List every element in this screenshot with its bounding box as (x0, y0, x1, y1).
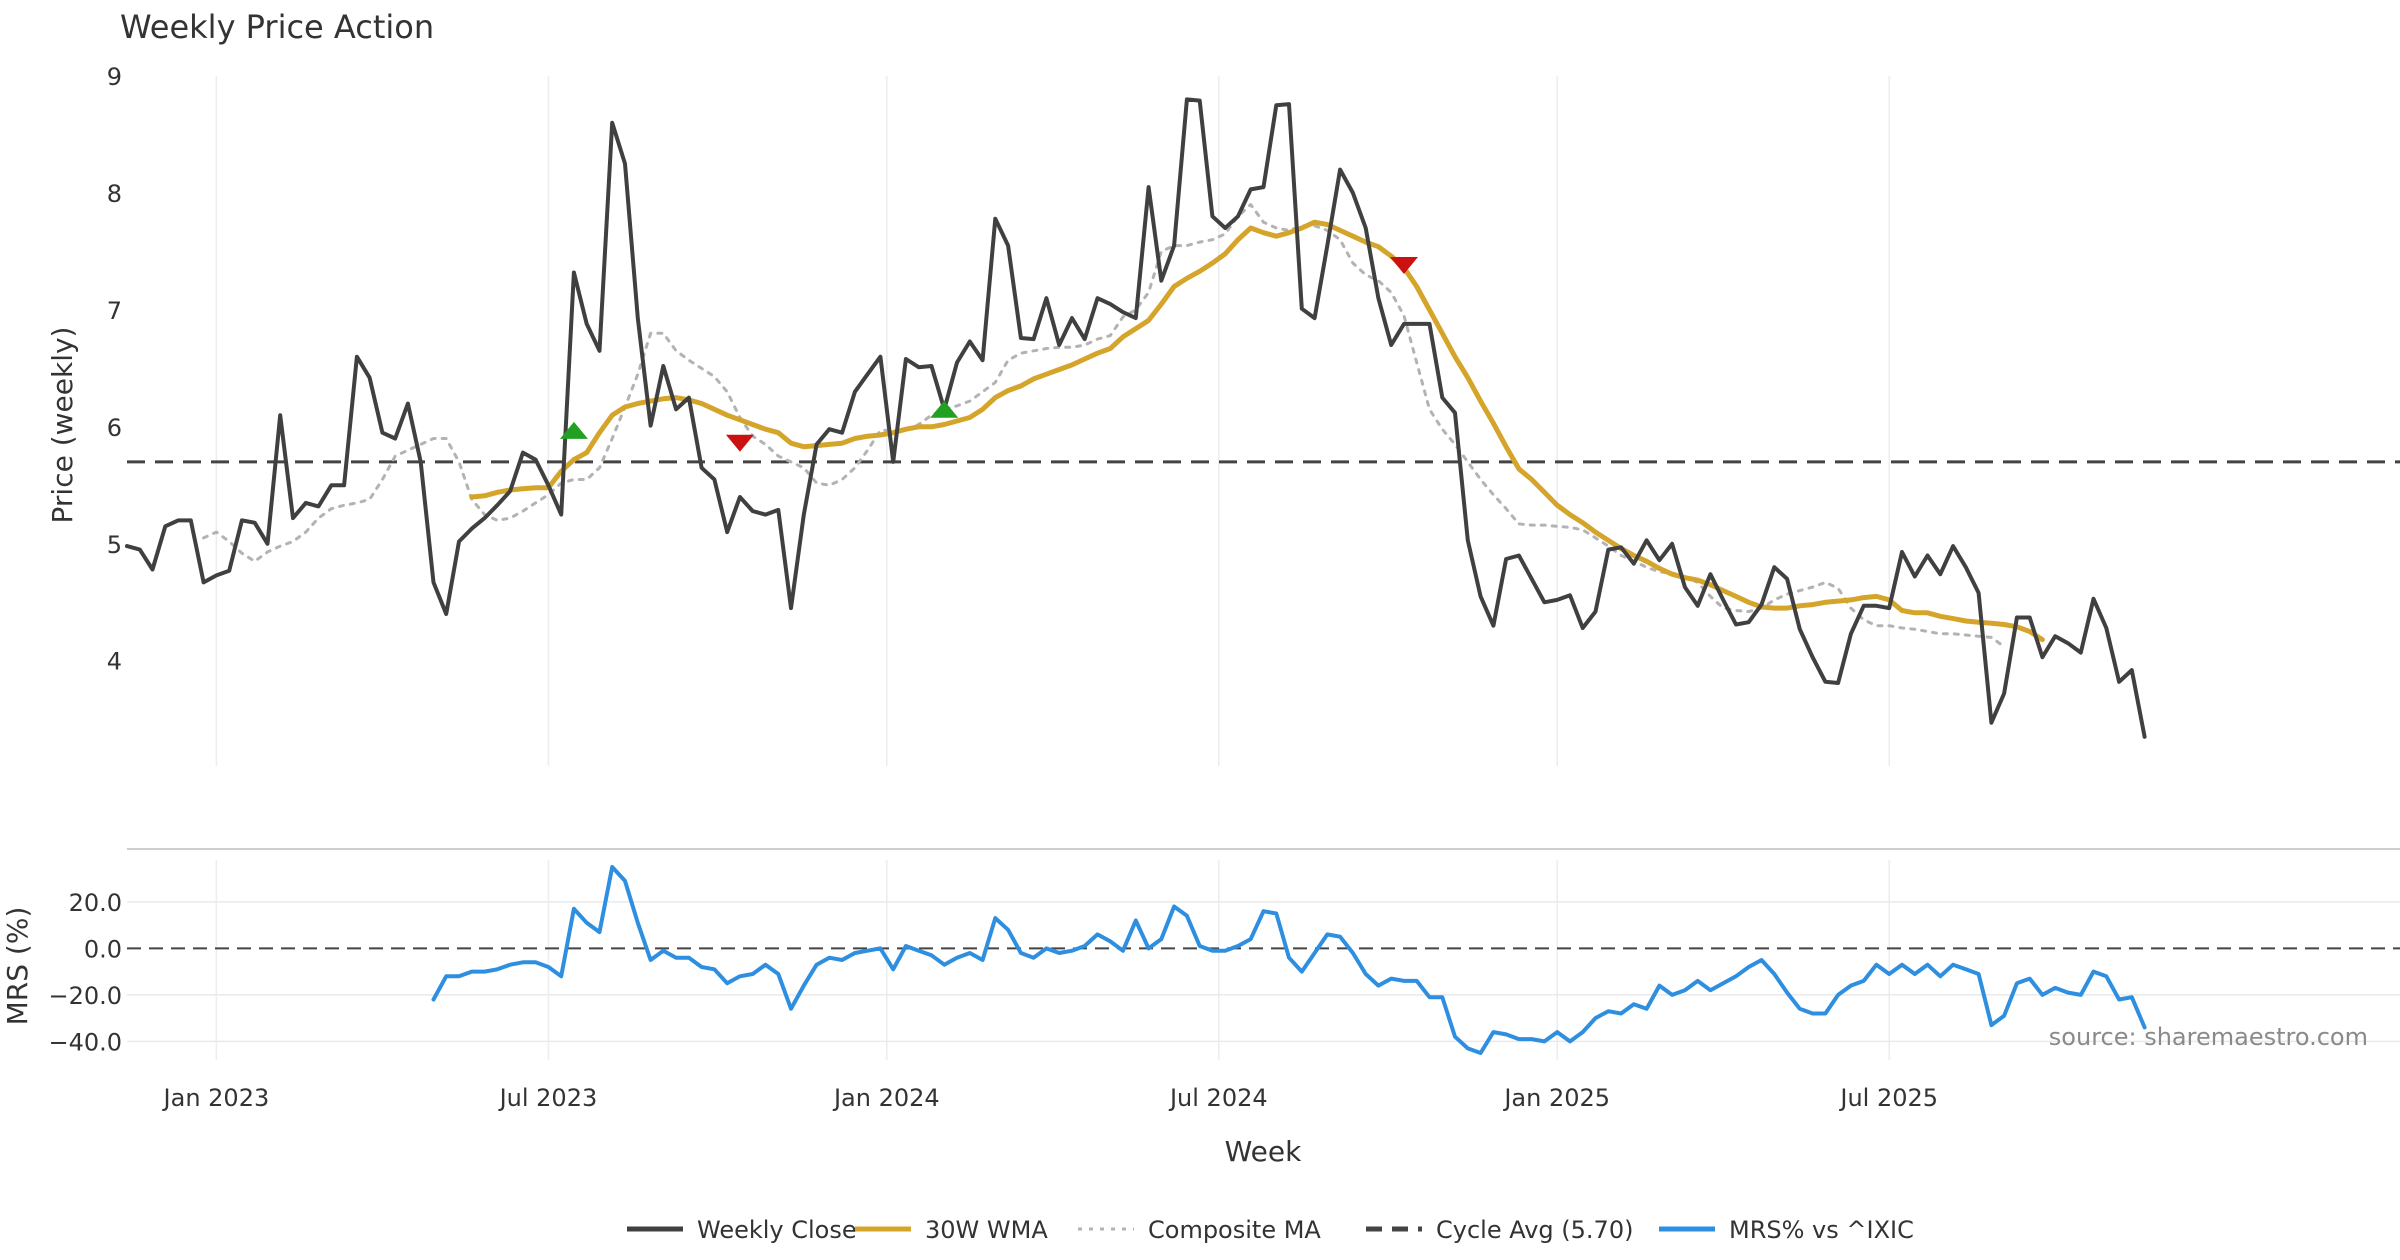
cycle-legend-label: Cycle Avg (5.70) (1436, 1216, 1633, 1244)
price-y-tick-label: 9 (107, 63, 122, 91)
mrs-y-axis-label: MRS (%) (1, 907, 34, 1026)
close-legend-label: Weekly Close (697, 1216, 857, 1244)
x-tick-label: Jan 2024 (832, 1084, 940, 1112)
composite-series-line (202, 203, 2006, 649)
price-y-tick-label: 5 (107, 531, 122, 559)
series-layer (125, 97, 2147, 1055)
price-y-tick-label: 6 (107, 414, 122, 442)
wma-legend-label: 30W WMA (925, 1216, 1048, 1244)
x-axis-label: Week (1225, 1135, 1302, 1168)
x-tick-label: Jul 2025 (1838, 1084, 1938, 1112)
sell-signal-marker (1389, 256, 1418, 274)
x-tick-label: Jul 2023 (498, 1084, 598, 1112)
sell-signal-marker (725, 434, 754, 452)
price-grid (215, 76, 1890, 766)
mrs-legend-label: MRS% vs ^IXIC (1729, 1216, 1914, 1244)
legend: Weekly Close 30W WMA Composite MA Cycle Avg… (627, 1216, 1914, 1244)
x-tick-label: Jan 2025 (1502, 1084, 1610, 1112)
mrs-y-tick-label: 20.0 (69, 889, 122, 917)
composite-legend-label: Composite MA (1148, 1216, 1321, 1244)
x-ticks: Jan 2023 Jul 2023 Jan 2024 Jul 2024 Jan 2025… (162, 1084, 1939, 1112)
mrs-grid (127, 860, 2400, 1060)
wma-series-line (469, 219, 2045, 643)
price-y-tick-label: 7 (107, 297, 122, 325)
chart-title: Weekly Price Action (120, 8, 434, 46)
buy-signal-marker (930, 400, 959, 418)
close-series-line (125, 97, 2147, 739)
mrs-series-line (431, 865, 2147, 1055)
source-watermark: source: sharemaestro.com (2049, 1023, 2368, 1051)
price-y-ticks: 4 5 6 7 8 9 (107, 63, 122, 676)
x-tick-label: Jul 2024 (1168, 1084, 1268, 1112)
mrs-y-tick-label: −20.0 (48, 982, 122, 1010)
mrs-y-tick-label: −40.0 (48, 1028, 122, 1056)
price-y-tick-label: 4 (107, 648, 122, 676)
price-y-tick-label: 8 (107, 180, 122, 208)
mrs-y-tick-label: 0.0 (84, 935, 122, 963)
buy-signal-marker (559, 421, 588, 439)
signal-markers (559, 256, 1418, 452)
mrs-y-ticks: 20.0 0.0 −20.0 −40.0 (48, 889, 122, 1057)
price-y-axis-label: Price (weekly) (46, 327, 79, 524)
x-tick-label: Jan 2023 (162, 1084, 270, 1112)
